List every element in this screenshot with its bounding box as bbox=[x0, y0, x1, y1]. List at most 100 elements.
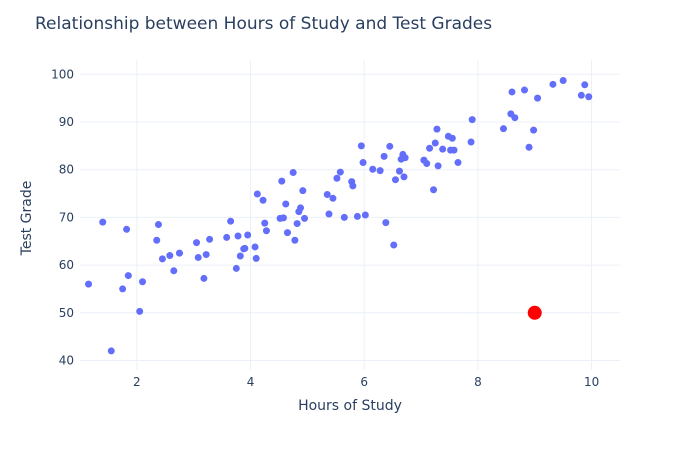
data-point bbox=[119, 285, 127, 293]
data-point bbox=[124, 272, 132, 280]
data-point bbox=[434, 162, 442, 170]
data-point bbox=[525, 143, 533, 151]
data-point bbox=[289, 169, 297, 177]
data-point bbox=[325, 210, 333, 218]
data-point bbox=[499, 125, 507, 133]
data-point bbox=[353, 212, 361, 220]
data-point bbox=[241, 244, 249, 252]
y-tick-label: 100 bbox=[51, 67, 74, 81]
y-tick-label: 50 bbox=[59, 306, 74, 320]
tick-labels: 2 4 6 8 10 40 50 60 70 80 90 100 bbox=[51, 67, 599, 389]
data-point bbox=[234, 232, 242, 240]
data-point bbox=[170, 267, 178, 275]
y-tick-label: 80 bbox=[59, 163, 74, 177]
y-tick-label: 70 bbox=[59, 210, 74, 224]
data-point bbox=[279, 214, 287, 222]
data-point bbox=[450, 146, 458, 154]
data-point bbox=[439, 145, 447, 153]
data-point bbox=[577, 91, 585, 99]
data-point bbox=[361, 211, 369, 219]
data-point bbox=[549, 80, 557, 88]
data-point bbox=[206, 235, 214, 243]
data-point bbox=[259, 196, 267, 204]
data-point bbox=[283, 229, 291, 237]
y-axis-label: Test Grade bbox=[19, 181, 35, 257]
data-point bbox=[153, 236, 161, 244]
data-point bbox=[139, 278, 147, 286]
x-tick-label: 6 bbox=[360, 375, 368, 389]
data-point bbox=[448, 134, 456, 142]
data-point bbox=[252, 254, 260, 262]
x-tick-label: 2 bbox=[133, 375, 141, 389]
data-point bbox=[261, 219, 269, 227]
data-point bbox=[391, 176, 399, 184]
data-point bbox=[301, 214, 309, 222]
y-tick-label: 40 bbox=[59, 353, 74, 367]
x-axis-label: Hours of Study bbox=[298, 398, 402, 414]
data-point bbox=[244, 231, 252, 239]
data-point bbox=[293, 220, 301, 228]
data-point bbox=[581, 81, 589, 89]
data-point bbox=[401, 154, 409, 162]
data-point bbox=[511, 114, 519, 122]
data-point bbox=[136, 307, 144, 315]
data-point bbox=[423, 159, 431, 167]
data-point bbox=[262, 227, 270, 235]
data-points bbox=[85, 77, 593, 355]
data-point bbox=[431, 139, 439, 147]
data-point bbox=[194, 253, 202, 261]
data-point bbox=[282, 200, 290, 208]
data-point bbox=[223, 233, 231, 241]
data-point bbox=[154, 221, 162, 229]
data-point bbox=[291, 236, 299, 244]
data-point bbox=[508, 88, 516, 96]
data-point bbox=[323, 190, 331, 198]
data-point bbox=[426, 144, 434, 152]
data-point bbox=[123, 225, 131, 233]
data-point bbox=[386, 142, 394, 150]
data-point bbox=[236, 252, 244, 260]
data-point bbox=[467, 138, 475, 146]
data-point bbox=[340, 213, 348, 221]
data-point bbox=[336, 168, 344, 176]
data-point bbox=[333, 174, 341, 182]
y-tick-label: 90 bbox=[59, 115, 74, 129]
data-point bbox=[99, 218, 107, 226]
data-point bbox=[468, 116, 476, 124]
data-point bbox=[433, 125, 441, 133]
data-point bbox=[395, 167, 403, 175]
data-point bbox=[85, 280, 93, 288]
data-point bbox=[299, 187, 307, 195]
data-point bbox=[297, 204, 305, 212]
data-point bbox=[193, 239, 201, 247]
x-tick-label: 10 bbox=[584, 375, 599, 389]
data-point bbox=[349, 182, 357, 190]
data-point bbox=[107, 347, 115, 355]
grid-lines bbox=[80, 60, 620, 370]
data-point bbox=[369, 165, 377, 173]
data-point bbox=[278, 177, 286, 185]
data-point bbox=[166, 252, 174, 260]
data-point bbox=[329, 194, 337, 202]
data-point bbox=[253, 190, 261, 198]
data-point bbox=[202, 251, 210, 259]
data-point bbox=[390, 241, 398, 249]
data-point bbox=[382, 219, 390, 227]
data-point bbox=[175, 249, 183, 257]
data-point bbox=[400, 173, 408, 181]
data-point bbox=[454, 159, 462, 167]
data-point bbox=[559, 77, 567, 85]
x-tick-label: 4 bbox=[247, 375, 255, 389]
data-point bbox=[380, 152, 388, 160]
data-point bbox=[430, 186, 438, 194]
data-point bbox=[357, 142, 365, 150]
data-point bbox=[232, 264, 240, 272]
data-point bbox=[227, 217, 235, 225]
data-point bbox=[585, 93, 593, 101]
data-point bbox=[376, 167, 384, 175]
data-point bbox=[158, 255, 166, 263]
data-point bbox=[534, 94, 542, 102]
data-point bbox=[251, 243, 259, 251]
